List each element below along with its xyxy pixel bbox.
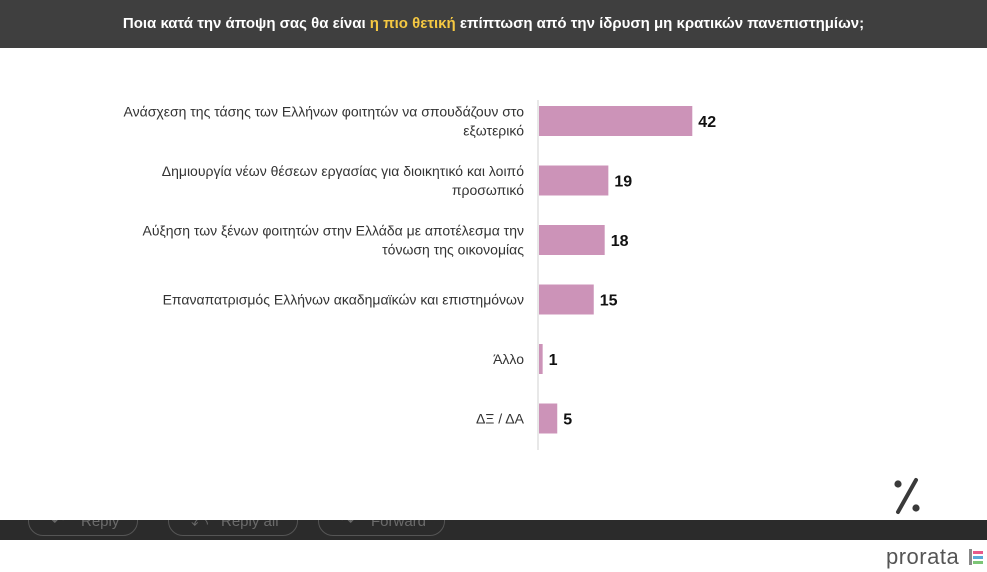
bar-value-label-4: 1 (549, 352, 558, 369)
reply-button[interactable]: ↶ Reply (28, 520, 139, 536)
forward-label: Forward (371, 520, 427, 530)
category-label-2-line-0: Αύξηση των ξένων φοιτητών στην Ελλάδα με… (143, 223, 525, 239)
brand-logo: prorata (886, 544, 983, 569)
bar-value-label-3: 15 (600, 293, 618, 310)
forward-button[interactable]: ↷ Forward (318, 520, 446, 536)
reply-all-label: Reply all (221, 520, 279, 530)
reply-all-button[interactable]: ⤺ Reply all (168, 520, 298, 536)
category-label-5-line-0: ΔΞ / ΔΑ (476, 411, 525, 427)
bar-2 (539, 225, 605, 255)
bar-chart: 42 Ανάσχεση της τάσης των Ελλήνων φοιτητώ… (0, 48, 987, 522)
forward-arrow-icon: ↷ (341, 520, 355, 530)
category-label-3-line-0: Επαναπατρισμός Ελλήνων ακαδημαϊκών και ε… (163, 292, 524, 308)
reply-arrow-icon: ↶ (51, 520, 65, 530)
brand-bars-icon (969, 549, 983, 565)
bar-5 (539, 403, 558, 434)
category-label-0-line-1: εξωτερικό (463, 123, 524, 139)
category-label-1-line-1: προσωπικό (452, 182, 524, 198)
bar-3 (539, 284, 594, 315)
bar-1 (539, 165, 609, 196)
reply-all-arrow-icon: ⤺ (191, 520, 209, 530)
bar-value-label-1: 19 (614, 174, 632, 191)
bar-value-label-5: 5 (563, 412, 572, 429)
bar-value-label-2: 18 (611, 233, 629, 250)
header-bar: Ποια κατά την άποψη σας θα είναι η πιο θ… (0, 0, 987, 48)
title-text-end: επίπτωση από την ίδρυση μη κρατικών πανε… (455, 15, 865, 32)
category-label-2-line-1: τόνωση της οικονομίας (382, 242, 524, 258)
bar-value-label-0: 42 (698, 114, 716, 131)
category-label-0-line-0: Ανάσχεση της τάσης των Ελλήνων φοιτητών … (124, 104, 525, 120)
bar-0 (539, 106, 693, 136)
chart-title: Ποια κατά την άποψη σας θα είναι η πιο θ… (0, 0, 987, 48)
title-text-start: Ποια κατά την άποψη σας θα είναι (122, 15, 370, 32)
category-label-4-line-0: Άλλο (493, 351, 524, 367)
bar-chart-svg: 42 Ανάσχεση της τάσης των Ελλήνων φοιτητώ… (124, 100, 716, 450)
category-label-1-line-0: Δημιουργία νέων θέσεων εργασίας για διοι… (162, 163, 524, 179)
reply-label: Reply (81, 520, 120, 530)
email-action-bar: ↶ Reply ⤺ Reply all ↷ Forward (0, 520, 987, 540)
title-highlight: η πιο θετική (369, 15, 456, 32)
bar-4 (539, 344, 543, 374)
brand-name: prorata (886, 544, 960, 569)
percent-logo-icon (894, 478, 920, 514)
